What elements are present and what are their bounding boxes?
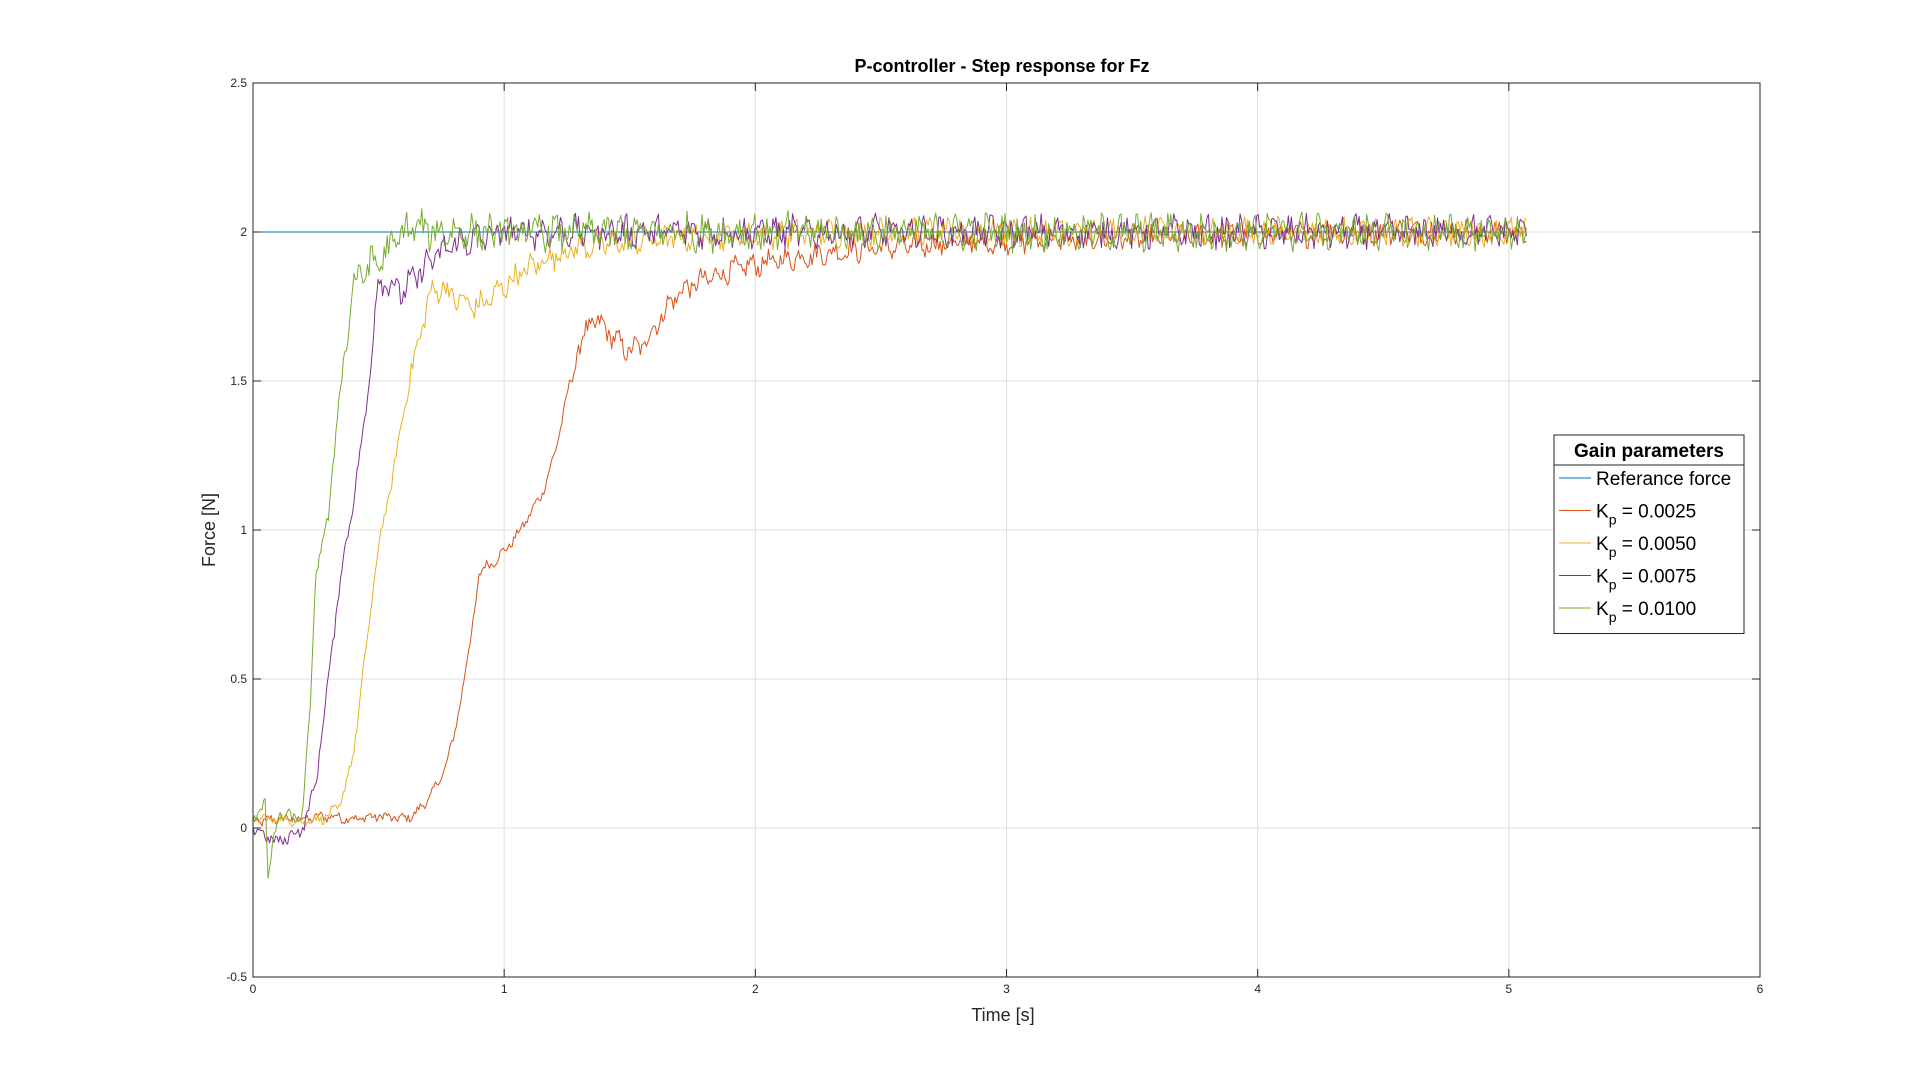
y-tick-label: 0.5	[230, 672, 247, 686]
legend-title: Gain parameters	[1574, 441, 1724, 462]
axes-layer: 0 1 2 3 4 5 6-0.500.511.522.5	[226, 76, 1763, 996]
x-tick-label: 1	[501, 982, 508, 996]
x-tick-label: 4	[1254, 982, 1261, 996]
legend: Gain parameters Referance force Kp = 0.002…	[1553, 434, 1745, 634]
legend-entry-4: Kp = 0.0075	[1596, 567, 1696, 593]
y-axis-title: Force [N]	[199, 493, 219, 567]
chart-title: P-controller - Step response for Fz	[854, 56, 1149, 76]
x-axis-title: Time [s]	[971, 1005, 1034, 1025]
y-tick-label: -0.5	[226, 970, 247, 984]
legend-entry-5: Kp = 0.0100	[1596, 599, 1696, 625]
y-tick-label: 2	[240, 225, 247, 239]
x-tick-label: 2	[752, 982, 759, 996]
x-tick-label: 3	[1003, 982, 1010, 996]
y-tick-label: 2.5	[230, 76, 247, 90]
x-tick-label: 5	[1505, 982, 1512, 996]
series-line-5	[252, 208, 1527, 879]
legend-entry-3: Kp = 0.0050	[1596, 534, 1696, 560]
x-tick-label: 6	[1757, 982, 1764, 996]
series-line-2	[252, 218, 1527, 827]
x-tick-label: 0	[250, 982, 257, 996]
legend-box	[1553, 434, 1745, 634]
y-tick-label: 1	[240, 523, 247, 537]
y-tick-label: 0	[240, 821, 247, 835]
legend-entry-2: Kp = 0.0025	[1596, 502, 1696, 528]
y-tick-label: 1.5	[230, 374, 247, 388]
grid-layer	[252, 82, 1761, 978]
series-layer	[252, 208, 1527, 879]
legend-entry-1: Referance force	[1596, 469, 1731, 490]
